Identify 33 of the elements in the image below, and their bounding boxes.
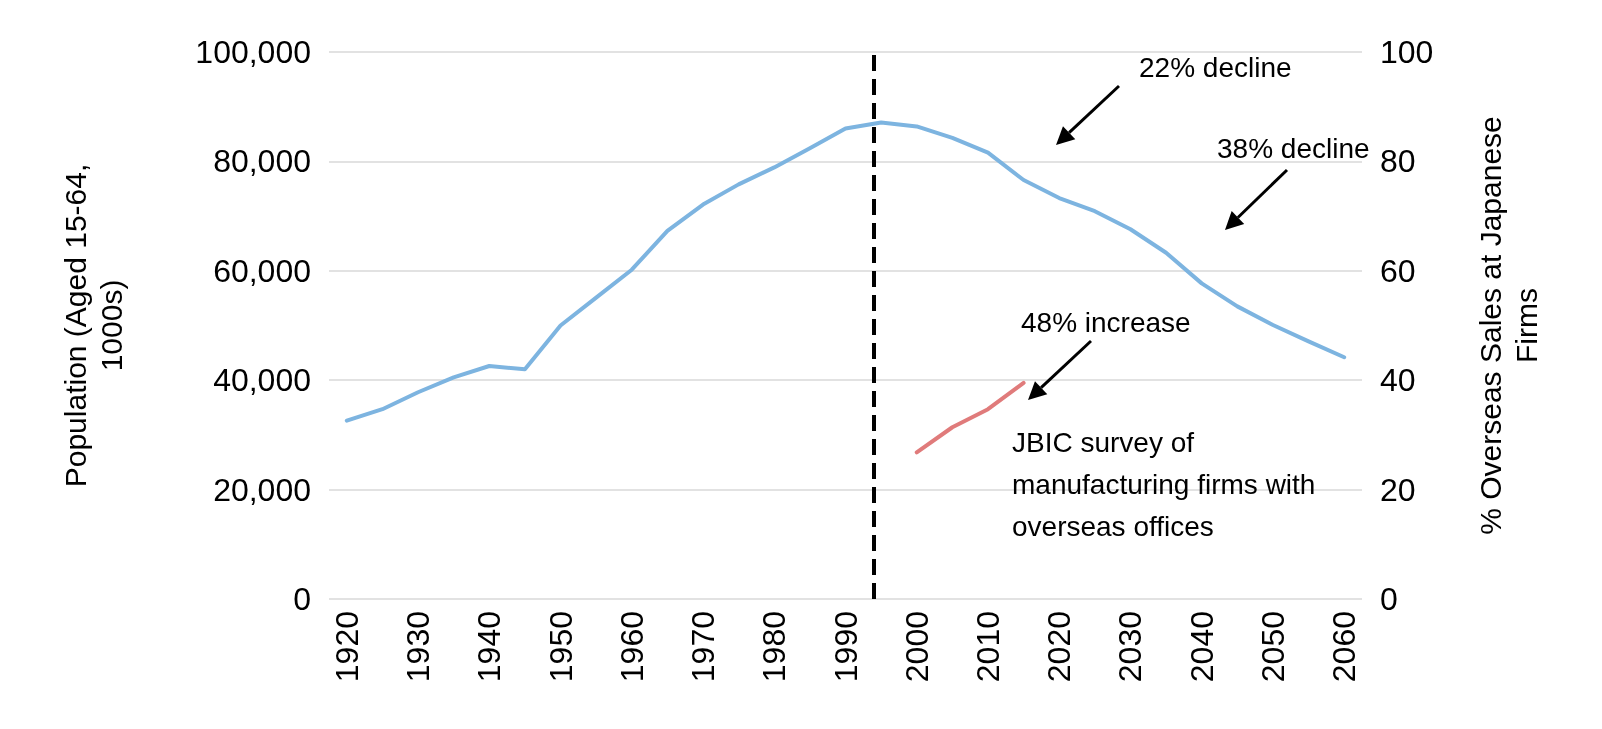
x-tick-label: 2010: [969, 611, 1006, 683]
y-tick-label: 40,000: [213, 362, 311, 399]
y2-tick-label: 0: [1380, 581, 1398, 617]
y-tick-label: 20,000: [213, 471, 311, 508]
y2-axis-title: % Overseas Sales at Japanese Firms: [1473, 116, 1543, 535]
x-tick-label: 2040: [1183, 611, 1220, 683]
x-tick-label: 1970: [685, 611, 722, 683]
x-tick-label: 1960: [613, 611, 650, 683]
x-tick-label: 2020: [1041, 611, 1078, 683]
y-tick-label: 100,000: [195, 34, 311, 70]
x-tick-label: 2050: [1254, 611, 1291, 683]
y-axis-title: Population (Aged 15-64, 1000s): [58, 163, 128, 488]
annotation: 38% decline: [1217, 132, 1370, 164]
x-tick-label: 1920: [328, 611, 365, 683]
annotation: 22% decline: [1139, 51, 1292, 83]
y2-tick-label: 80: [1380, 143, 1416, 180]
y2-tick-label: 40: [1380, 362, 1416, 399]
y2-tick-label: 20: [1380, 471, 1416, 508]
y-tick-label: 60,000: [213, 252, 311, 289]
y2-tick-label: 60: [1380, 252, 1416, 289]
y2-tick-label: 100: [1380, 34, 1434, 70]
annotation: JBIC survey of manufacturing firms with overseas offices: [1012, 426, 1324, 542]
y-tick-label: 80,000: [213, 143, 311, 180]
x-tick-label: 2000: [898, 611, 935, 683]
y-tick-label: 0: [293, 581, 311, 617]
x-tick-label: 1940: [471, 611, 508, 683]
x-tick-label: 1980: [756, 611, 793, 683]
x-tick-label: 1950: [542, 611, 579, 683]
x-tick-label: 1990: [827, 611, 864, 683]
annotation: 48% increase: [1021, 306, 1191, 338]
x-tick-label: 2060: [1326, 611, 1363, 683]
x-tick-label: 1930: [400, 611, 437, 683]
x-tick-label: 2030: [1112, 611, 1149, 683]
